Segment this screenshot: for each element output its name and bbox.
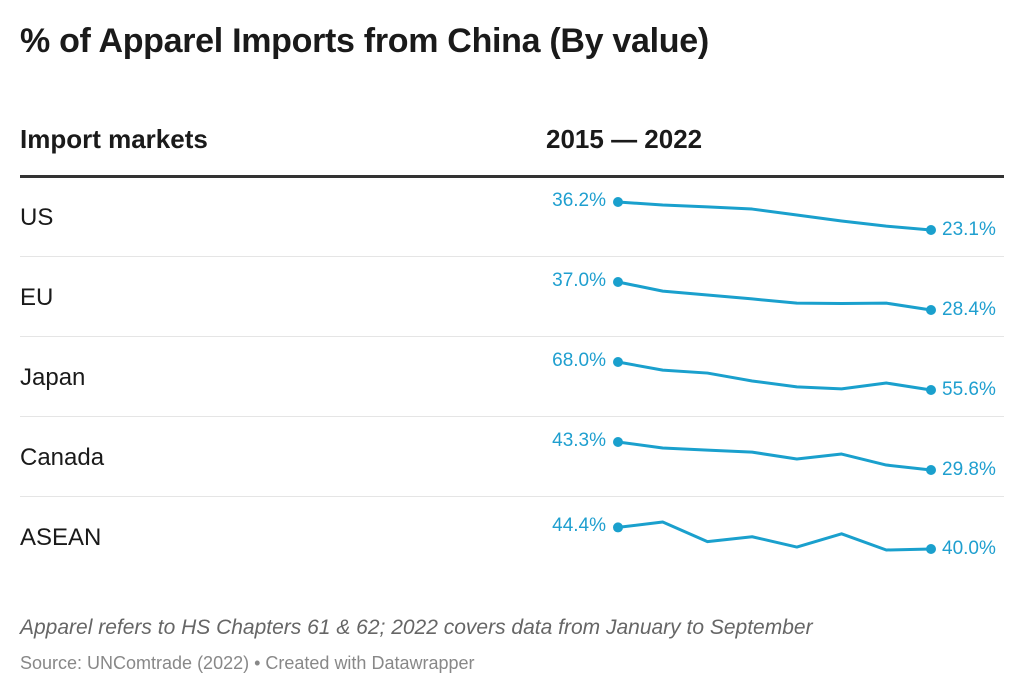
row-divider <box>20 416 1004 417</box>
table-row: US 36.2% 23.1% <box>20 177 1004 257</box>
table-row: Canada 43.3% 29.8% <box>20 417 1004 497</box>
sparkline-path <box>617 200 932 232</box>
sparkline-path <box>617 520 932 552</box>
column-header-markets: Import markets <box>20 124 208 154</box>
end-point <box>926 544 936 555</box>
source-line: Source: UNComtrade (2022) • Created with… <box>20 653 475 673</box>
start-value-label: 36.2% <box>552 190 606 211</box>
start-value-label: 68.0% <box>552 350 606 371</box>
sparkline-path <box>617 440 932 472</box>
start-value-label: 44.4% <box>552 515 606 537</box>
start-point <box>613 357 623 367</box>
end-value-label: 40.0% <box>942 538 996 560</box>
sparkline <box>613 357 936 395</box>
end-value-label: 29.8% <box>942 459 996 480</box>
end-value-label: 23.1% <box>942 219 996 240</box>
end-value-label: 55.6% <box>942 379 996 400</box>
market-label: EU <box>20 284 54 311</box>
start-value-label: 43.3% <box>552 430 606 451</box>
column-header-years: 2015 — 2022 <box>546 124 703 154</box>
sparkline <box>613 520 936 555</box>
header-rule <box>20 175 1004 178</box>
table-row: EU 37.0% 28.4% <box>20 257 1004 337</box>
start-point <box>613 197 623 207</box>
row-divider <box>20 336 1004 337</box>
start-point <box>613 437 623 447</box>
start-point <box>613 522 623 533</box>
market-label: US <box>20 204 54 231</box>
sparkline-path <box>617 280 932 312</box>
market-label: Japan <box>20 364 86 391</box>
market-label: Canada <box>20 444 105 471</box>
end-point <box>926 385 936 395</box>
row-divider <box>20 496 1004 497</box>
end-value-label: 28.4% <box>942 299 996 320</box>
table-row: Japan 68.0% 55.6% <box>20 337 1004 417</box>
start-point <box>613 277 623 287</box>
table-row: ASEAN 44.4% 40.0% <box>20 497 1004 577</box>
market-label: ASEAN <box>20 524 102 551</box>
end-point <box>926 305 936 315</box>
start-value-label: 37.0% <box>552 270 606 291</box>
row-divider <box>20 256 1004 257</box>
sparkline <box>613 197 936 235</box>
sparkline-path <box>617 360 932 392</box>
footnote: Apparel refers to HS Chapters 61 & 62; 2… <box>20 616 813 639</box>
sparkline <box>613 437 936 475</box>
chart-title: % of Apparel Imports from China (By valu… <box>20 22 709 60</box>
sparkline <box>613 277 936 315</box>
end-point <box>926 465 936 475</box>
end-point <box>926 225 936 235</box>
